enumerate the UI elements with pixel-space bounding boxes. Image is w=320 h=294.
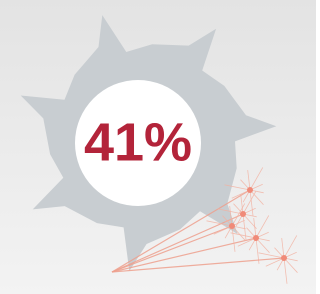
spark-core [281,255,287,261]
spark-core [253,235,259,241]
page: 41% (() => { const data = JSON.parse(doc… [0,0,316,294]
spark-core [247,187,253,193]
spark-core [240,211,246,217]
stat-value: 41% [84,112,192,172]
infographic: 41% [0,0,316,294]
spark-core [229,223,235,229]
